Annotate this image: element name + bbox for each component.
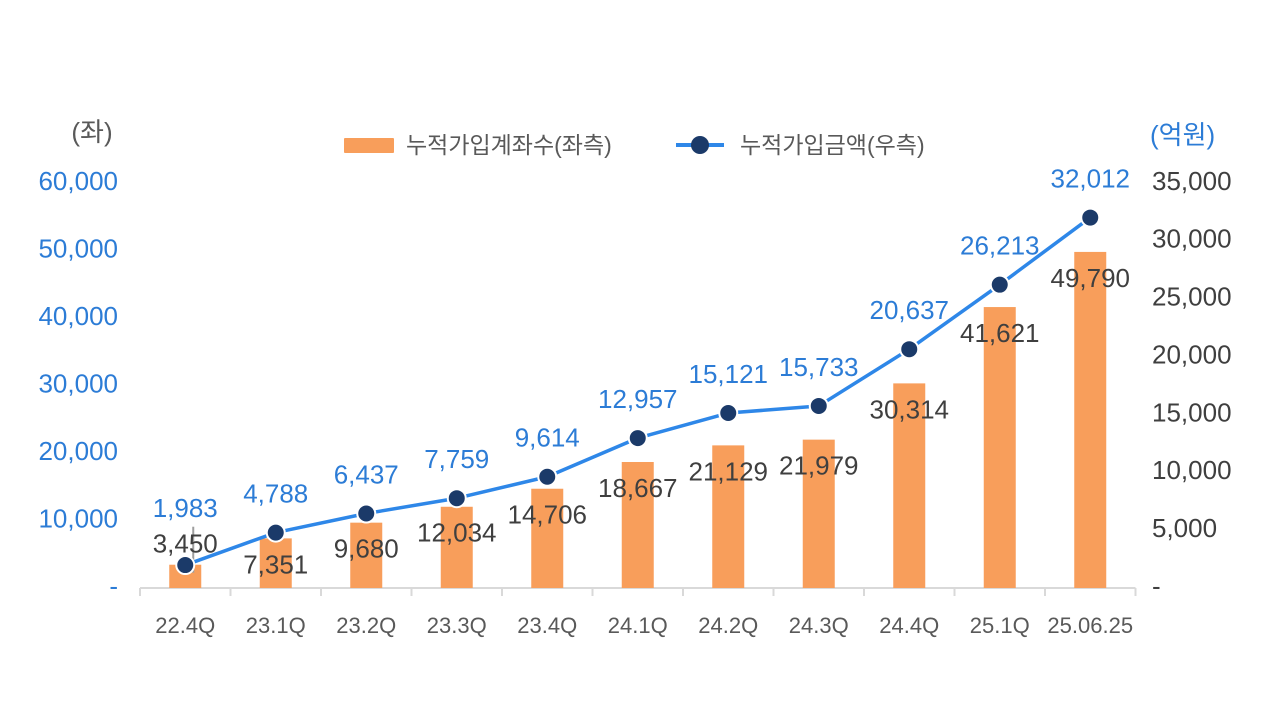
x-axis-category-label: 23.4Q [517,613,577,638]
right-axis-tick-label: 5,000 [1152,513,1217,543]
bar-value-label: 18,667 [598,473,678,503]
line-value-label: 7,759 [424,444,489,474]
bar [440,506,473,588]
right-axis-tick-label: 10,000 [1152,455,1232,485]
bar [1074,251,1107,589]
left-axis-tick-label: 50,000 [38,233,118,263]
line-marker [537,466,558,487]
left-axis-tick-label: 10,000 [38,503,118,533]
x-axis-category-label: 24.3Q [789,613,849,638]
line-value-label: 6,437 [334,459,399,489]
left-axis-tick-label: 60,000 [38,166,118,196]
bar [983,307,1016,588]
x-axis-category-label: 22.4Q [155,613,215,638]
bar-value-label: 3,450 [153,529,218,559]
x-axis-category-label: 25.1Q [970,613,1030,638]
bar [802,439,835,588]
line-marker [627,428,648,449]
line-value-label: 12,957 [598,384,678,414]
x-axis-category-label: 23.2Q [336,613,396,638]
right-axis-tick-label: 20,000 [1152,339,1232,369]
x-axis-category-label: 24.4Q [879,613,939,638]
line-marker [1080,207,1101,228]
bar-value-label: 30,314 [869,394,949,424]
right-axis-tick-label: 30,000 [1152,224,1232,254]
bar-value-label: 49,790 [1050,263,1130,293]
x-axis-category-label: 23.3Q [427,613,487,638]
bar-value-label: 21,979 [779,451,859,481]
x-axis-category-label: 23.1Q [246,613,306,638]
right-axis-unit-title: (억원) [1150,120,1215,150]
line-marker [356,503,377,524]
line-value-label: 26,213 [960,231,1040,261]
bar [531,488,564,588]
legend-bar-swatch-icon [344,138,394,153]
bar-value-label: 12,034 [417,518,497,548]
plot-area: 60,000 50,000 40,000 30,000 20,000 10,000 - 35,… [38,163,1231,637]
line-marker [899,339,920,360]
x-axis-category-label: 24.1Q [608,613,668,638]
left-axis-tick-label: 30,000 [38,368,118,398]
bar [259,538,292,588]
line-value-label: 15,121 [688,359,768,389]
left-axis-tick-label: 20,000 [38,436,118,466]
x-axis-category-label: 25.06.25 [1047,613,1133,638]
bar-value-label: 9,680 [334,534,399,564]
right-axis-tick-label: 15,000 [1152,397,1232,427]
line-marker [446,488,467,509]
right-axis-tick-label: 35,000 [1152,166,1232,196]
line-value-label: 32,012 [1050,163,1130,193]
line-value-label: 4,788 [243,478,308,508]
legend-bar-label: 누적가입계좌수(좌측) [406,132,612,158]
left-axis-tick-label: 40,000 [38,301,118,331]
bar [712,445,745,588]
right-axis-tick-label: - [1152,571,1161,601]
line-value-label: 9,614 [515,423,580,453]
line-marker [265,522,286,543]
x-axis-category-label: 24.2Q [698,613,758,638]
line-marker [718,403,739,424]
line-value-label: 20,637 [869,295,949,325]
bar-value-label: 21,129 [688,456,768,486]
line-value-label: 15,733 [779,352,859,382]
line-marker [808,395,829,416]
bar [893,383,926,588]
right-axis-tick-label: 25,000 [1152,282,1232,312]
legend-line-marker-icon [691,136,709,154]
left-axis-tick-label: - [109,571,118,601]
bar-value-label: 14,706 [507,500,587,530]
legend: 누적가입계좌수(좌측) 누적가입금액(우측) [344,132,925,158]
bar-value-label: 7,351 [243,549,308,579]
bar-value-label: 41,621 [960,318,1040,348]
line-marker [175,555,196,576]
line-marker [989,274,1010,295]
line-value-label: 1,983 [153,493,218,523]
bar [350,522,383,588]
bar [621,461,654,588]
legend-line-label: 누적가입금액(우측) [740,132,925,158]
left-axis-unit-title: (좌) [71,117,112,147]
